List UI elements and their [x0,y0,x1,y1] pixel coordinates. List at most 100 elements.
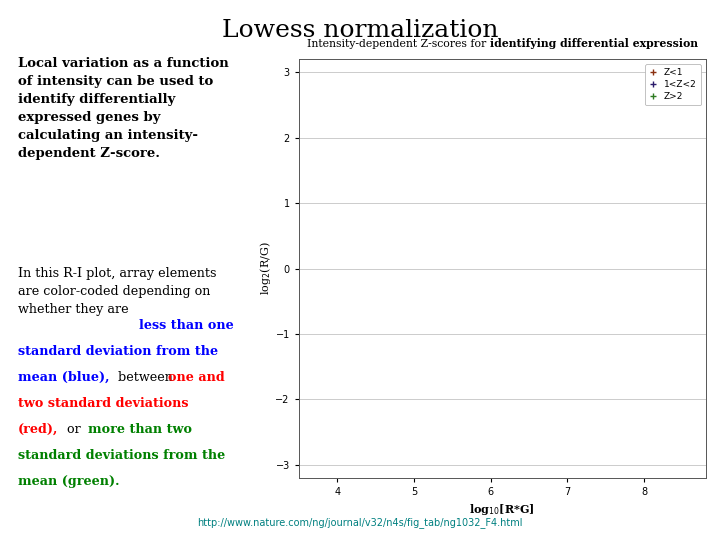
Point [657,296,668,305]
Point [665,258,677,266]
Point [489,282,500,291]
Point [686,266,698,274]
Point [629,279,641,288]
Point [506,222,518,231]
Point [580,256,591,265]
Point [540,294,552,303]
Point [645,276,657,285]
Point [539,276,550,285]
Point [546,218,558,227]
Point [513,293,524,302]
Point [626,231,638,240]
Point [659,262,670,271]
Point [563,246,575,255]
Point [373,231,384,240]
Point [561,308,572,317]
Point [672,287,684,296]
Point [545,252,557,260]
Point [612,245,624,254]
Point [552,278,564,287]
Point [593,251,605,259]
Point [514,226,526,235]
Point [655,282,667,291]
Point [508,247,520,255]
Point [685,239,697,248]
Point [685,253,697,261]
Point [620,271,631,279]
Point [631,256,642,265]
Point [614,281,626,289]
Point [624,275,636,284]
Point [613,232,625,241]
Point [583,238,595,247]
Point [549,281,561,290]
Point [521,239,533,248]
Point [414,238,426,247]
Point [681,284,693,292]
Point [660,234,672,242]
Point [631,275,643,284]
Point [606,285,617,293]
Point [521,239,533,248]
Point [692,233,703,242]
Point [463,280,474,289]
Point [505,302,517,311]
Point [616,250,628,259]
Point [529,254,541,262]
Point [460,276,472,285]
Point [691,245,703,254]
Point [620,294,631,303]
Point [574,238,585,247]
Point [560,228,572,237]
Point [567,256,579,265]
Point [578,293,590,302]
Point [542,225,554,233]
Point [639,298,651,306]
Point [462,387,474,396]
Point [662,233,673,241]
Point [531,273,542,282]
Point [423,329,434,338]
Point [666,224,678,232]
Point [601,288,613,296]
Point [555,264,567,272]
Point [672,274,684,282]
Point [690,259,701,268]
Point [469,302,481,311]
Point [417,359,428,368]
Point [670,267,682,276]
Point [689,279,701,288]
Point [685,233,696,242]
Point [542,288,554,296]
Point [446,301,458,309]
Point [585,232,596,240]
Point [513,324,524,333]
Point [456,350,468,359]
Point [613,211,624,220]
Point [603,231,614,240]
Point [667,262,678,271]
Point [547,273,559,282]
Point [482,279,494,287]
Point [552,291,564,300]
Point [624,226,635,235]
Point [512,198,523,206]
Point [675,194,686,203]
Point [546,193,558,201]
Point [657,262,668,271]
Point [559,274,571,283]
Point [608,292,619,301]
Point [528,279,539,287]
Point [644,266,655,274]
Point [541,262,552,271]
Point [631,254,643,262]
Point [482,279,493,287]
Point [536,256,547,265]
Point [573,254,585,262]
Point [630,282,642,291]
Point [586,281,598,290]
Point [528,259,540,268]
Point [525,212,536,220]
Point [571,273,582,281]
Point [624,241,635,250]
